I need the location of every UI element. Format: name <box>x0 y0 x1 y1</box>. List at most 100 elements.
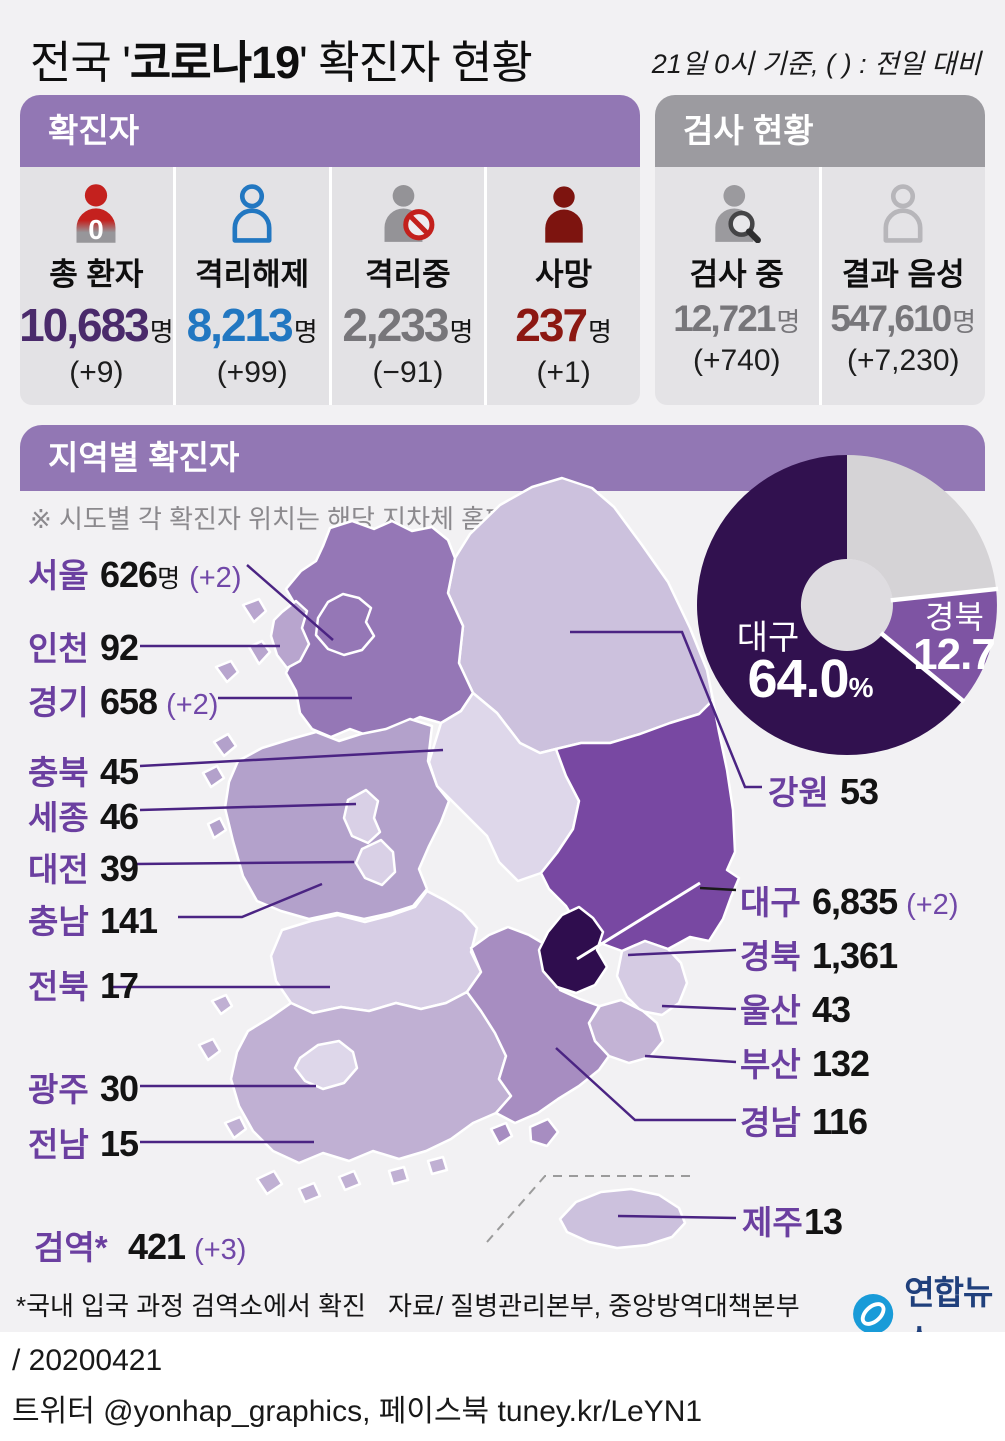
region-row-gwangju: 광주 30 <box>28 1063 139 1111</box>
region-change: (+3) <box>194 1234 247 1266</box>
region-name: 서울 <box>28 557 89 594</box>
region-row-sejong: 세종 46 <box>28 791 139 839</box>
stat-change: (−91) <box>372 356 444 389</box>
tests-panel-body: 검사 중 12,721 명 (+740) 결과 음성 547,610 명 (+7,2… <box>655 167 985 405</box>
basis-note: 21일 0시 기준, ( ) : 전일 대비 <box>651 49 981 79</box>
pie-gyeongbuk-value: 12.7 <box>913 630 996 679</box>
region-row-chungnam: 충남 141 <box>28 895 158 943</box>
region-value: 13 <box>804 1201 843 1242</box>
region-value: 421 <box>128 1226 186 1267</box>
region-change: (+2) <box>166 689 219 721</box>
region-row-jeonbuk: 전북 17 <box>28 960 139 1008</box>
region-name: 광주 <box>28 1071 89 1108</box>
stat-label: 총 환자 <box>49 257 144 292</box>
stat-value: 547,610 <box>830 298 952 339</box>
tests-panel-header: 검사 현황 <box>655 95 985 167</box>
region-unit: 명 <box>157 565 181 593</box>
stat-label: 사망 <box>535 257 593 292</box>
svg-text:0: 0 <box>89 214 105 243</box>
region-value: 6,835 <box>812 881 898 922</box>
region-row-gyeongnam: 경남 116 <box>740 1096 868 1144</box>
stat-unit: 명 <box>952 307 977 337</box>
region-row-gyeongbuk: 경북 1,361 <box>740 930 898 978</box>
region-name: 전남 <box>28 1126 89 1163</box>
person-dark-red-icon <box>539 175 589 243</box>
region-row-incheon: 인천 92 <box>28 622 139 670</box>
region-row-chungbuk: 충북 45 <box>28 746 139 794</box>
stat-testing: 검사 중 12,721 명 (+740) <box>655 167 819 405</box>
page-title: 전국 '코로나19' 확진자 현황 <box>30 26 533 91</box>
region-name: 제주 <box>742 1204 803 1241</box>
region-row-busan: 부산 132 <box>740 1038 870 1086</box>
quarantine-footnote: *국내 입국 과정 검역소에서 확진 <box>16 1291 366 1321</box>
region-value: 141 <box>100 900 158 941</box>
date-line: / 20200421 <box>12 1344 163 1377</box>
stat-change: (+7,230) <box>846 344 960 377</box>
region-name: 세종 <box>28 799 89 836</box>
region-row-seoul: 서울 626 명 (+2) <box>28 549 241 597</box>
title-suffix: ' 확진자 현황 <box>299 37 533 88</box>
region-value: 1,361 <box>812 935 898 976</box>
patient-zero-icon: 0 <box>70 175 122 243</box>
region-name: 인천 <box>28 630 89 667</box>
social-line: 트위터 @yonhap_graphics, 페이스북 tuney.kr/LeYN… <box>12 1395 703 1428</box>
stat-in-quarantine: 격리중 2,233 명 (−91) <box>328 167 485 405</box>
stat-label: 격리중 <box>365 257 451 292</box>
person-magnifier-icon <box>709 175 765 243</box>
region-value: 132 <box>812 1043 870 1084</box>
region-value: 39 <box>100 848 139 889</box>
region-value: 92 <box>100 627 139 668</box>
region-name: 충남 <box>28 903 89 940</box>
stat-label: 결과 음성 <box>841 257 965 292</box>
pie-daegu-value: 64.0 <box>747 649 849 709</box>
region-name: 경북 <box>740 938 801 975</box>
region-value: 658 <box>100 681 158 722</box>
bottom-strip: / 20200421 트위터 @yonhap_graphics, 페이스북 tu… <box>0 1332 1005 1441</box>
title-emphasis: 코로나19 <box>129 37 300 88</box>
person-outline-gray-icon <box>877 175 929 243</box>
region-row-daejeon: 대전 39 <box>28 843 139 891</box>
stat-total-patients: 0 총 환자 10,683 명 (+9) <box>19 167 174 405</box>
region-name: 경남 <box>740 1104 801 1141</box>
stat-unit: 명 <box>588 317 612 347</box>
region-name: 울산 <box>740 992 801 1029</box>
region-value: 30 <box>100 1068 139 1109</box>
stat-unit: 명 <box>149 317 174 347</box>
pie-label-daegu-value: 64.0% <box>723 648 898 710</box>
region-value: 116 <box>812 1101 868 1142</box>
stat-change: (+740) <box>692 344 781 377</box>
region-value: 17 <box>100 965 139 1006</box>
region-name: 강원 <box>768 774 829 811</box>
stat-unit: 명 <box>449 317 474 347</box>
stat-deaths: 사망 237 명 (+1) <box>484 167 640 405</box>
region-row-ulsan: 울산 43 <box>740 984 851 1032</box>
stat-value: 8,213 <box>186 299 294 351</box>
region-name: 충북 <box>28 754 89 791</box>
region-row-gangwon: 강원 53 <box>768 766 879 814</box>
pie-label-gyeongbuk-value: 12.7 <box>908 630 1000 680</box>
stat-unit: 명 <box>293 317 318 347</box>
person-outline-blue-icon <box>226 175 278 243</box>
region-name: 전북 <box>28 968 89 1005</box>
region-value: 15 <box>100 1123 139 1164</box>
stat-released: 격리해제 8,213 명 (+99) <box>172 167 329 405</box>
regional-note: ※ 시도별 각 확진자 위치는 해당 지차체 홈페이지 참조 <box>30 504 612 534</box>
region-row-jeonnam: 전남 15 <box>28 1118 139 1166</box>
region-row-gyeonggi: 경기 658 (+2) <box>28 676 218 724</box>
confirmed-panel-body: 0 총 환자 10,683 명 (+9) 격리해제 8,213 명 (+99) <box>19 167 640 405</box>
title-prefix: 전국 ' <box>30 37 131 88</box>
stat-unit: 명 <box>776 307 801 337</box>
region-value: 45 <box>100 751 139 792</box>
stat-value: 2,233 <box>342 299 449 351</box>
region-row-jeju: 제주 13 <box>742 1196 843 1244</box>
stat-change: (+9) <box>69 356 124 389</box>
region-name: 대구 <box>740 884 801 921</box>
region-change: (+2) <box>906 889 959 921</box>
region-value: 43 <box>812 989 851 1030</box>
stat-value: 237 <box>515 299 588 351</box>
region-row-quarantine: 검역* 421 (+3) <box>34 1221 246 1269</box>
yonhap-logo-icon <box>853 1293 894 1335</box>
region-name: 검역* <box>34 1229 108 1266</box>
region-name: 경기 <box>28 684 89 721</box>
